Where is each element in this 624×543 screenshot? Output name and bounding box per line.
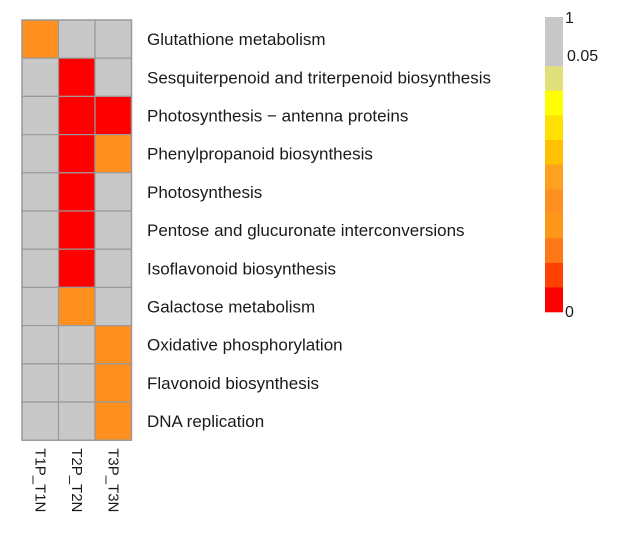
row-label: Glutathione metabolism	[147, 30, 326, 49]
row-label: Photosynthesis − antenna proteins	[147, 107, 408, 126]
color-key: 1 0.05 0	[545, 10, 598, 321]
row-label: DNA replication	[147, 412, 264, 431]
heatmap-cell	[21, 134, 60, 174]
heatmap-cell	[57, 248, 96, 288]
row-label: Flavonoid biosynthesis	[147, 374, 319, 393]
row-label: Isoflavonoid biosynthesis	[147, 259, 336, 278]
column-label: T3P_T3N	[104, 448, 121, 512]
heatmap-cell	[21, 210, 60, 250]
heatmap-cell	[57, 19, 96, 59]
heatmap-cell	[94, 248, 133, 288]
heatmap-cell	[21, 363, 60, 403]
heatmap-cell	[94, 401, 133, 441]
heatmap-cell	[21, 57, 60, 98]
color-key-band	[545, 262, 563, 288]
heatmap-cell	[21, 95, 60, 136]
row-label: Sesquiterpenoid and triterpenoid biosynt…	[147, 68, 491, 87]
heatmap-cell	[94, 57, 133, 98]
color-key-label: 0.05	[567, 48, 598, 65]
heatmap-cell	[21, 19, 60, 59]
heatmap-cell	[57, 95, 96, 136]
color-key-band	[545, 115, 563, 141]
color-key-band	[545, 90, 563, 116]
heatmap-cells	[21, 19, 133, 441]
heatmap-cell	[57, 172, 96, 212]
color-key-band	[545, 213, 563, 239]
color-key-band	[545, 287, 563, 313]
heatmap-cell	[94, 19, 133, 59]
heatmap-cell	[94, 325, 133, 365]
color-key-band	[545, 66, 563, 92]
row-labels: Glutathione metabolism Sesquiterpenoid an…	[147, 30, 491, 431]
heatmap-cell	[21, 401, 60, 441]
heatmap-cell	[57, 134, 96, 174]
column-label: T2P_T2N	[68, 448, 85, 512]
color-key-band	[545, 238, 563, 264]
row-label: Photosynthesis	[147, 183, 262, 202]
color-key-label: 0	[565, 304, 574, 321]
color-key-band	[545, 17, 563, 42]
heatmap-cell	[57, 401, 96, 441]
color-key-band	[545, 41, 563, 67]
heatmap-cell	[94, 210, 133, 250]
heatmap-cell	[57, 325, 96, 365]
heatmap-cell	[57, 57, 96, 98]
column-labels: T1P_T1N T2P_T2N T3P_T3N	[31, 448, 121, 512]
heatmap-cell	[94, 172, 133, 212]
heatmap-cell	[94, 95, 133, 136]
heatmap-cell	[94, 134, 133, 174]
color-key-label: 1	[565, 10, 574, 27]
column-label: T1P_T1N	[31, 448, 48, 512]
heatmap-cell	[21, 286, 60, 327]
row-label: Phenylpropanoid biosynthesis	[147, 145, 373, 164]
heatmap-cell	[57, 210, 96, 250]
row-label: Galactose metabolism	[147, 298, 315, 317]
heatmap-cell	[94, 286, 133, 327]
heatmap-cell	[21, 248, 60, 288]
heatmap-cell	[57, 286, 96, 327]
heatmap-cell	[21, 325, 60, 365]
heatmap-cell	[94, 363, 133, 403]
color-key-band	[545, 139, 563, 165]
heatmap-cell	[21, 172, 60, 212]
heatmap-frame	[21, 19, 133, 441]
row-label: Pentose and glucuronate interconversions	[147, 221, 465, 240]
heatmap-cell	[57, 363, 96, 403]
row-label: Oxidative phosphorylation	[147, 336, 343, 355]
color-key-band	[545, 189, 563, 214]
color-key-band	[545, 164, 563, 190]
